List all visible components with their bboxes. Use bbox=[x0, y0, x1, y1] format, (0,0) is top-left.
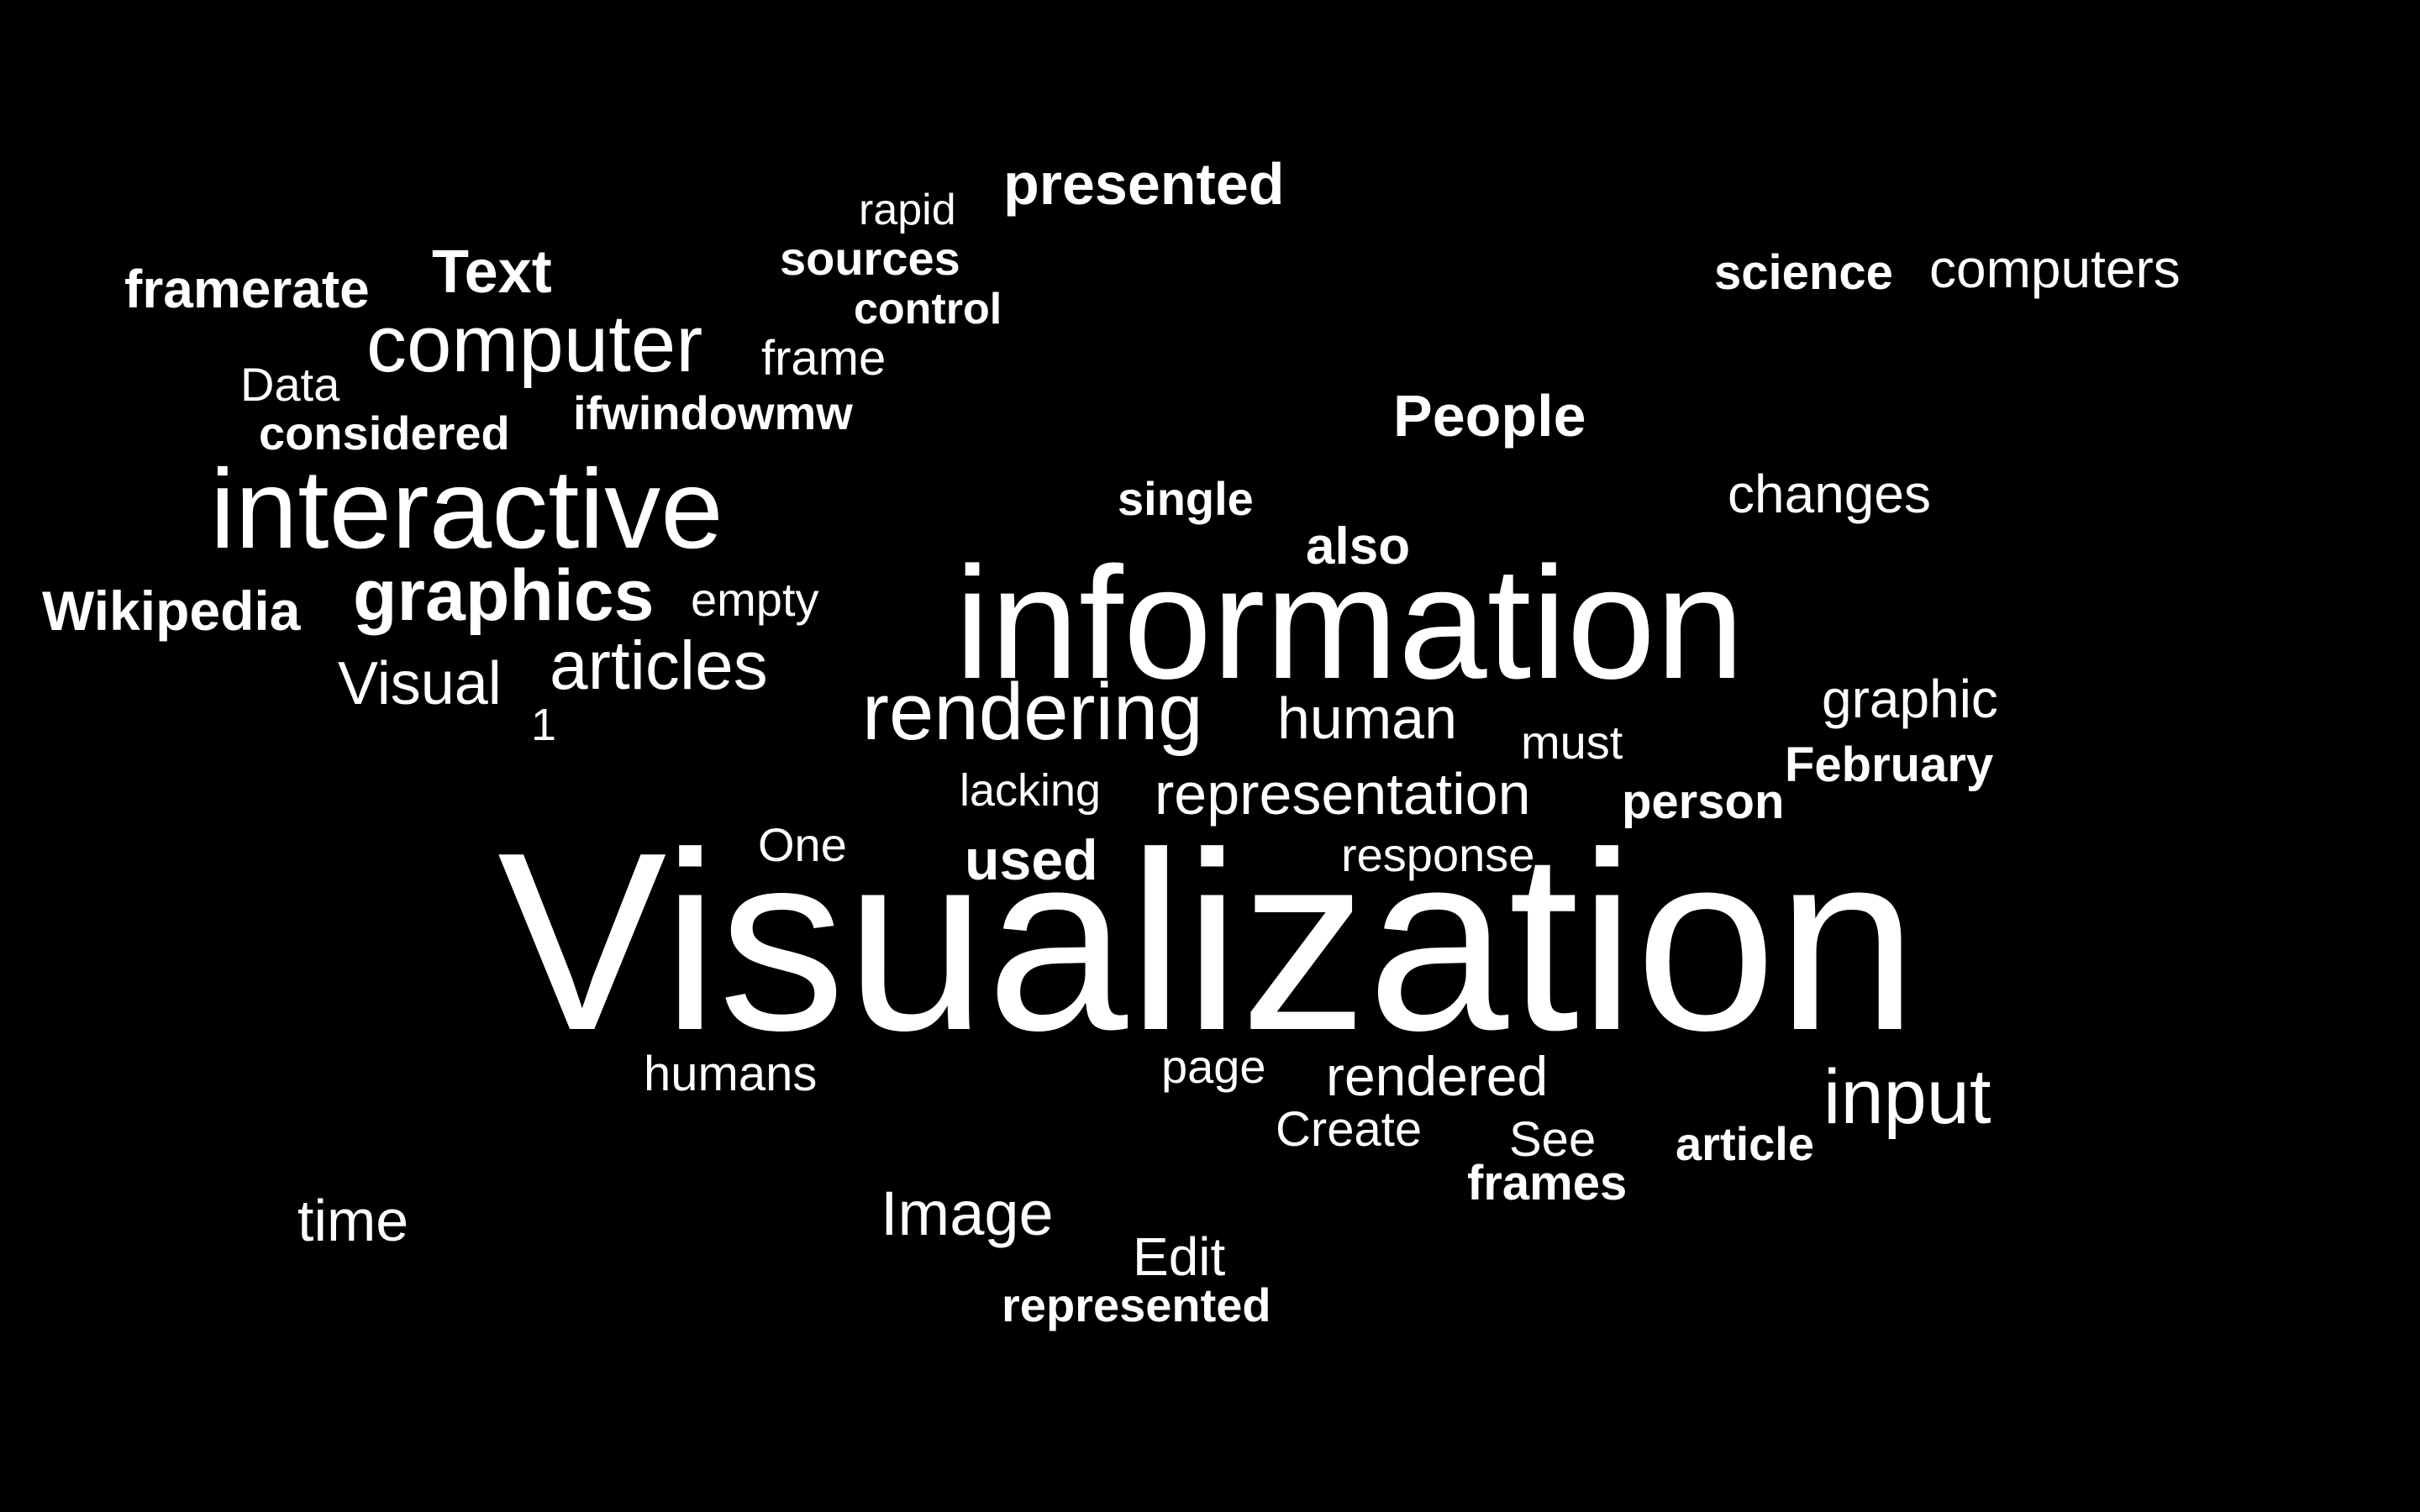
word-lacking: lacking bbox=[960, 765, 1102, 816]
word-person: person bbox=[1622, 774, 1785, 829]
word-article: article bbox=[1676, 1117, 1814, 1170]
word-control: control bbox=[854, 285, 1002, 333]
word-data: Data bbox=[240, 358, 340, 411]
word-rendering: rendering bbox=[862, 667, 1203, 757]
word-wikipedia: Wikipedia bbox=[42, 580, 301, 642]
word-information: information bbox=[955, 534, 1744, 712]
word-see: See bbox=[1509, 1112, 1597, 1167]
word-people: People bbox=[1393, 383, 1586, 449]
word-visualization: Visualization bbox=[497, 800, 1918, 1083]
word-rapid: rapid bbox=[859, 186, 956, 234]
word-interactive: interactive bbox=[210, 447, 723, 572]
word-one: One bbox=[758, 818, 847, 871]
word-page: page bbox=[1161, 1040, 1266, 1093]
word-computer: computer bbox=[366, 299, 703, 389]
word-humans: humans bbox=[644, 1047, 818, 1101]
word-create: Create bbox=[1276, 1102, 1423, 1157]
word-edit: Edit bbox=[1133, 1226, 1226, 1287]
word-articles: articles bbox=[550, 627, 768, 704]
word-represented: represented bbox=[1002, 1278, 1271, 1331]
word-computers: computers bbox=[1929, 239, 2181, 299]
word-graphics: graphics bbox=[353, 555, 655, 636]
word-representation: representation bbox=[1155, 761, 1531, 827]
word-considered: considered bbox=[259, 407, 510, 459]
word-single: single bbox=[1118, 472, 1254, 525]
word-human: human bbox=[1277, 685, 1458, 751]
word-1: 1 bbox=[531, 700, 557, 750]
word-empty: empty bbox=[691, 573, 819, 626]
word-science: science bbox=[1714, 245, 1893, 300]
word-rendered: rendered bbox=[1326, 1045, 1549, 1107]
word-text: Text bbox=[432, 239, 552, 306]
word-ifwindowmw: ifwindowmw bbox=[573, 386, 853, 439]
word-used: used bbox=[965, 828, 1098, 892]
word-presented: presented bbox=[1003, 151, 1285, 217]
word-frames: frames bbox=[1467, 1156, 1628, 1210]
word-also: also bbox=[1306, 517, 1411, 575]
word-visual: Visual bbox=[338, 650, 502, 717]
word-changes: changes bbox=[1728, 464, 1931, 524]
word-framerate: framerate bbox=[124, 259, 370, 319]
word-input: input bbox=[1823, 1054, 1991, 1140]
word-frame: frame bbox=[761, 331, 886, 386]
word-february: February bbox=[1785, 738, 1994, 792]
word-must: must bbox=[1521, 716, 1623, 769]
word-time: time bbox=[297, 1188, 409, 1253]
word-graphic: graphic bbox=[1822, 669, 1998, 729]
word-response: response bbox=[1341, 828, 1535, 881]
word-sources: sources bbox=[780, 232, 960, 285]
word-image: Image bbox=[881, 1179, 1054, 1248]
